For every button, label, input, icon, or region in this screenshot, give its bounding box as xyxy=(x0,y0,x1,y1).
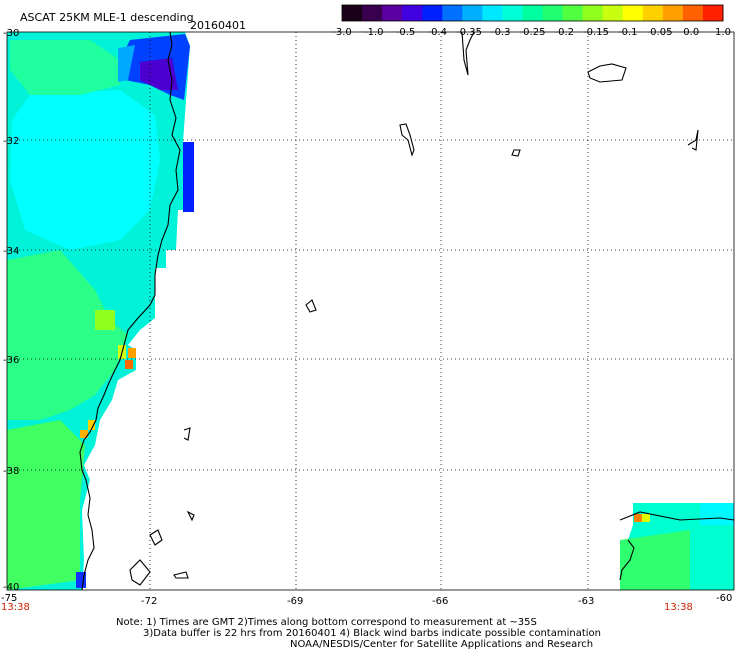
lon-label-60: -60 xyxy=(716,593,732,604)
time-left: 13:38 xyxy=(1,602,30,613)
colorbar-label: -0.15 xyxy=(583,27,609,38)
lat-labels: -30 -32 -34 -36 -38 -40 xyxy=(3,28,19,593)
lat-label-32: -32 xyxy=(3,136,19,147)
swath-left-lightblue xyxy=(118,45,135,82)
lon-label-63: -63 xyxy=(578,596,594,607)
colorbar: -3.0 -1.0 -0.5 -0.4 -0.35 -0.3 -0.25 -0.2 -0.15-… xyxy=(332,4,731,38)
lon-label-69: -69 xyxy=(287,596,303,607)
colorbar-label: -0.1 xyxy=(618,27,638,38)
note-line-1: Note: 1) Times are GMT 2)Times along bot… xyxy=(116,617,537,628)
colorbar-label: -0.3 xyxy=(491,27,511,38)
swath-right-orange xyxy=(634,514,642,522)
lon-label-75: -75 xyxy=(1,593,17,604)
colorbar-cell xyxy=(602,5,624,21)
colorbar-label: -0.4 xyxy=(427,27,447,38)
swath-right-yellow xyxy=(642,514,650,522)
colorbar-cell xyxy=(542,5,564,21)
colorbar-cell xyxy=(482,5,503,21)
colorbar-cell xyxy=(422,5,443,21)
note-line-3: NOAA/NESDIS/Center for Satellite Applica… xyxy=(290,639,594,650)
swath-left-green-3 xyxy=(10,40,120,95)
graticule xyxy=(7,32,734,590)
scatterometer-data-layer xyxy=(7,32,734,590)
colorbar-label: -0.05 xyxy=(647,27,673,38)
colorbar-cell xyxy=(702,5,724,21)
swath-left-green-1 xyxy=(7,250,128,420)
swath-right-cyan xyxy=(700,503,734,525)
colorbar-cell xyxy=(662,5,684,21)
colorbar-cell xyxy=(682,5,704,21)
swath-right-green xyxy=(620,530,690,590)
lat-label-36: -36 xyxy=(3,355,19,366)
colorbar-label: -0.2 xyxy=(554,27,574,38)
map-date: 20160401 xyxy=(190,19,246,32)
colorbar-cell xyxy=(442,5,463,21)
swath-orange-2 xyxy=(125,360,133,369)
colorbar-label: -0.35 xyxy=(456,27,482,38)
colorbar-cell xyxy=(462,5,483,21)
colorbar-label: -3.0 xyxy=(332,27,352,38)
lon-label-72: -72 xyxy=(141,596,157,607)
lon-label-66: -66 xyxy=(432,596,448,607)
swath-yellow-2 xyxy=(88,420,95,430)
colorbar-cell xyxy=(522,5,544,21)
colorbar-label: -0.5 xyxy=(396,27,416,38)
colorbar-cell xyxy=(342,5,363,21)
colorbar-cell xyxy=(642,5,664,21)
colorbar-label: -0.25 xyxy=(520,27,546,38)
colorbar-cell xyxy=(382,5,403,21)
lat-label-30: -30 xyxy=(3,28,19,39)
colorbar-label: -1.0 xyxy=(364,27,384,38)
swath-yellowgreen xyxy=(95,310,115,330)
lat-label-40: -40 xyxy=(3,582,19,593)
note-line-2: 3)Data buffer is 22 hrs from 20160401 4)… xyxy=(143,628,601,639)
colorbar-label: 0.0 xyxy=(683,27,699,38)
colorbar-cell xyxy=(622,5,644,21)
lon-labels: -75 -72 -69 -66 -63 -60 xyxy=(1,593,732,607)
swath-blue-strip xyxy=(183,142,194,212)
colorbar-cell xyxy=(582,5,604,21)
time-right: 13:38 xyxy=(664,602,693,613)
map-title: ASCAT 25KM MLE-1 descending xyxy=(20,11,194,24)
coastline xyxy=(79,31,735,591)
lat-label-34: -34 xyxy=(3,246,19,257)
lat-label-38: -38 xyxy=(3,466,19,477)
swath-blue-bottom xyxy=(76,572,86,588)
swath-left-cyan xyxy=(10,90,160,250)
colorbar-cell xyxy=(402,5,423,21)
swath-left-purple xyxy=(140,58,178,90)
map-frame xyxy=(6,31,735,591)
colorbar-cell xyxy=(362,5,383,21)
colorbar-cell xyxy=(502,5,523,21)
swath-yellow-3 xyxy=(80,430,88,438)
colorbar-label: 1.0 xyxy=(715,27,731,38)
swath-orange-1 xyxy=(128,348,136,358)
swath-left-green-2 xyxy=(7,420,85,590)
colorbar-cell xyxy=(562,5,584,21)
